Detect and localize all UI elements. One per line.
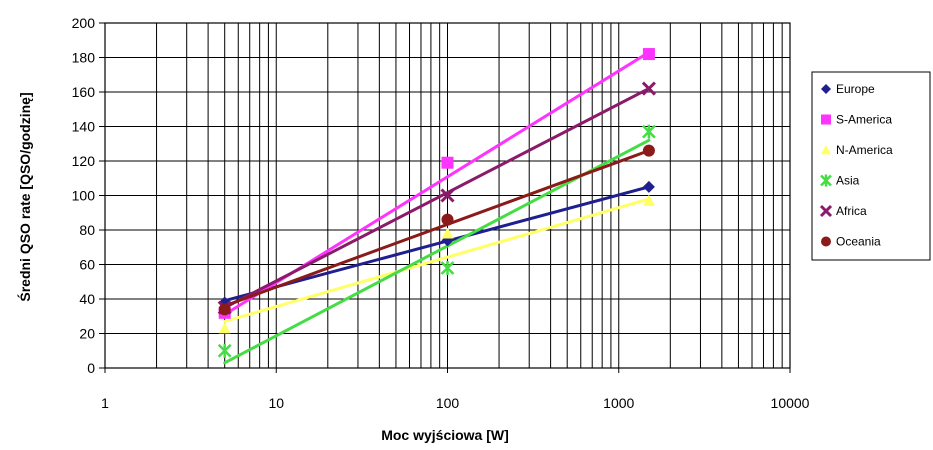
y-tick-label: 180 xyxy=(72,50,96,66)
y-axis-title: Średni QSO rate [QSO/godzinę] xyxy=(16,92,33,301)
x-tick-label: 1 xyxy=(101,395,109,411)
x-tick-label: 10000 xyxy=(771,395,810,411)
legend-label-europe: Europe xyxy=(836,82,875,96)
y-tick-label: 100 xyxy=(72,188,96,204)
y-tick-label: 200 xyxy=(72,15,96,31)
legend-label-s-america: S-America xyxy=(836,113,892,127)
legend-label-oceania: Oceania xyxy=(836,235,881,249)
legend-label-n-america: N-America xyxy=(836,143,893,157)
marker-shape xyxy=(219,303,231,315)
legend-marker-s-america xyxy=(821,115,831,125)
data-point-oceania xyxy=(643,145,655,157)
legend: Europe S-America N-America Asia Africa Oceani… xyxy=(812,72,930,260)
marker-shape xyxy=(821,115,831,125)
y-tick-label: 60 xyxy=(79,257,95,273)
marker-shape xyxy=(442,157,454,169)
y-tick-label: 40 xyxy=(79,291,95,307)
y-tick-label: 120 xyxy=(72,153,96,169)
legend-marker-oceania xyxy=(821,237,831,247)
x-tick-label: 1000 xyxy=(603,395,634,411)
y-tick-label: 80 xyxy=(79,222,95,238)
marker-shape xyxy=(643,145,655,157)
y-tick-label: 140 xyxy=(72,119,96,135)
marker-shape xyxy=(643,48,655,60)
x-axis-title: Moc wyjściowa [W] xyxy=(381,427,509,443)
legend-label-asia: Asia xyxy=(836,174,860,188)
data-point-s-america xyxy=(442,157,454,169)
y-tick-label: 0 xyxy=(87,360,95,376)
data-point-s-america xyxy=(643,48,655,60)
x-tick-label: 100 xyxy=(436,395,460,411)
x-tick-label: 10 xyxy=(268,395,284,411)
y-tick-label: 160 xyxy=(72,84,96,100)
legend-box xyxy=(812,72,930,260)
marker-shape xyxy=(821,237,831,247)
data-point-oceania xyxy=(442,214,454,226)
data-point-oceania xyxy=(219,303,231,315)
marker-shape xyxy=(442,214,454,226)
y-tick-label: 20 xyxy=(79,326,95,342)
legend-label-africa: Africa xyxy=(836,204,867,218)
